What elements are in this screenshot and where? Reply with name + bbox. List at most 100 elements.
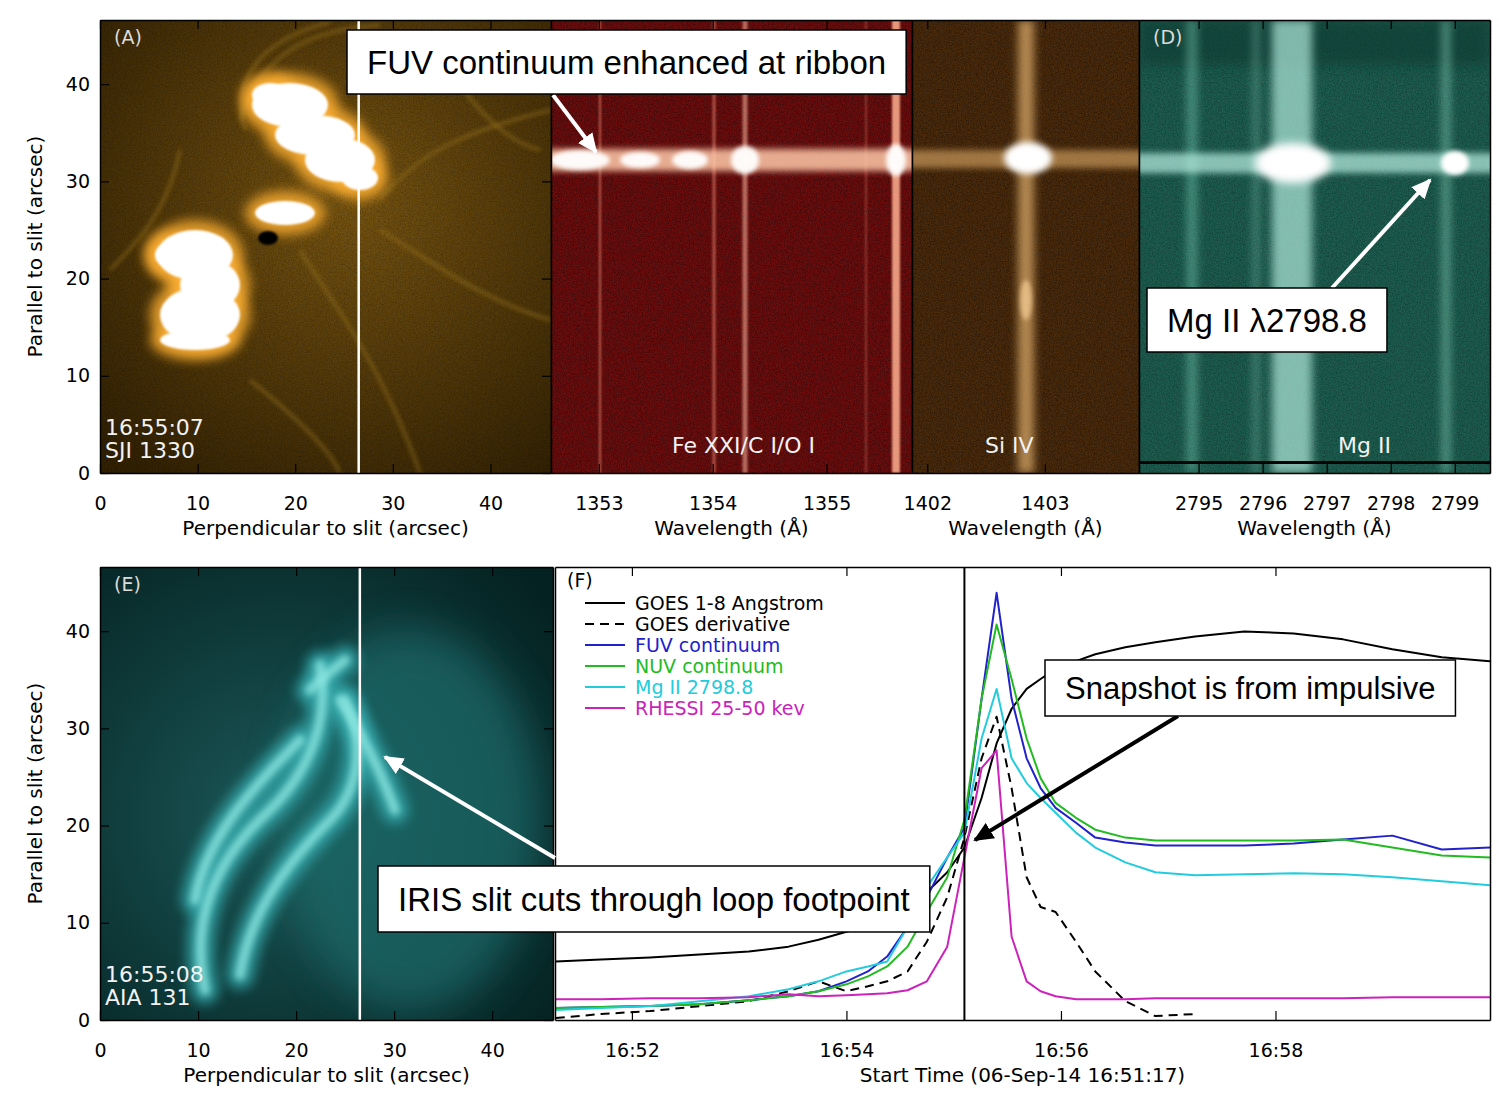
y-tick-mark — [100, 1020, 109, 1021]
y-tick — [542, 473, 551, 474]
x-tick: 30 — [381, 464, 405, 514]
axes: 27952796279727982799Wavelength (Å) — [1140, 20, 1491, 540]
x-tick-mark — [394, 1011, 395, 1020]
y-tick: 20 — [66, 267, 109, 289]
x-tick: 16:56 — [1034, 1011, 1089, 1061]
annotation-box — [347, 30, 906, 94]
x-tick-mark — [1455, 20, 1456, 29]
x-tick: 20 — [285, 1011, 309, 1061]
x-tick-mark — [826, 464, 827, 473]
x-tick: 2797 — [1303, 464, 1351, 514]
x-tick-label: 1353 — [575, 492, 623, 514]
series-line — [556, 624, 1490, 1008]
x-tick: 1402 — [904, 464, 952, 514]
dark-line — [1139, 461, 1490, 464]
y-tick-label: 30 — [66, 717, 90, 739]
x-axis-top — [913, 20, 1140, 29]
x-tick-mark — [927, 464, 928, 473]
y-tick-label: 40 — [66, 620, 90, 642]
bright-region — [245, 191, 325, 235]
y-tick: 10 — [66, 364, 109, 386]
legend-swatch — [585, 623, 625, 625]
y-axis-right — [544, 568, 554, 1021]
spectral-line — [1442, 20, 1450, 473]
x-tick — [198, 567, 199, 576]
legend-swatch — [585, 665, 625, 667]
fibril — [380, 110, 551, 200]
arrow — [385, 757, 555, 858]
x-tick-mark — [296, 567, 297, 576]
y-tick — [542, 181, 551, 182]
x-tick-label: 10 — [186, 1039, 210, 1061]
y-axis-right — [912, 21, 913, 474]
bright-region — [1020, 280, 1032, 320]
x-tick — [490, 20, 491, 29]
y-tick — [544, 728, 553, 729]
x-axis-line — [556, 1020, 1491, 1022]
y-axis-right-line — [1139, 21, 1141, 474]
image-caption: 16:55:08 — [105, 962, 204, 987]
plot-area — [556, 567, 1490, 1020]
bright-region — [551, 150, 610, 170]
image-background — [912, 20, 1139, 473]
y-axis-line — [100, 21, 102, 474]
x-tick — [492, 567, 493, 576]
y-axis-title: Parallel to slit (arcsec) — [23, 136, 47, 358]
y-axis-right-line — [553, 568, 555, 1021]
x-tick-mark — [1198, 464, 1199, 473]
y-tick-label: 40 — [66, 73, 90, 95]
y-tick-mark — [100, 728, 109, 729]
series-line — [556, 689, 1490, 1010]
y-tick-mark — [542, 278, 551, 279]
x-tick-mark — [394, 567, 395, 576]
x-axis: 010203040 — [94, 1011, 553, 1061]
x-axis-top-line — [913, 20, 1140, 22]
bright-region — [1004, 142, 1052, 174]
y-tick — [544, 631, 553, 632]
x-tick — [1045, 20, 1046, 29]
image-caption: AIA 131 — [105, 985, 191, 1010]
x-tick-mark — [846, 567, 847, 576]
x-axis-title: Perpendicular to slit (arcsec) — [182, 516, 468, 540]
image-background — [1139, 20, 1490, 473]
y-tick-mark — [100, 84, 109, 85]
bright-region — [672, 151, 708, 169]
x-axis-title: Perpendicular to slit (arcsec) — [183, 1063, 469, 1087]
axes: 135313541355Wavelength (Å) — [552, 20, 913, 540]
image-caption: Fe XXI/C I/O I — [672, 433, 815, 458]
x-tick — [1199, 20, 1200, 29]
x-tick-label: 10 — [186, 492, 210, 514]
plot-area — [912, 20, 1139, 473]
legend-swatch — [585, 602, 625, 604]
y-tick: 10 — [66, 911, 109, 933]
x-tick-mark — [1327, 464, 1328, 473]
y-axis — [555, 568, 556, 1021]
x-tick — [394, 567, 395, 576]
x-axis-top — [101, 20, 552, 29]
x-tick: 10 — [186, 1011, 210, 1061]
x-axis: 010203040 — [94, 464, 551, 514]
y-tick: 40 — [66, 620, 109, 642]
y-tick — [542, 279, 551, 280]
x-tick-mark — [1045, 464, 1046, 473]
x-tick-label: 0 — [94, 492, 106, 514]
annotation-text: FUV continuum enhanced at ribbon — [367, 44, 886, 81]
legend-swatch — [585, 707, 625, 709]
x-tick-mark — [198, 20, 199, 29]
x-tick-label: 16:58 — [1249, 1039, 1304, 1061]
y-tick-mark — [100, 376, 109, 377]
x-tick: 16:52 — [605, 1011, 660, 1061]
spectral-line — [1253, 20, 1259, 473]
y-tick-mark — [542, 376, 551, 377]
x-tick — [713, 20, 714, 29]
loop-core — [340, 700, 395, 810]
y-axis — [1139, 21, 1140, 474]
y-axis — [912, 21, 913, 474]
x-tick-mark — [1045, 20, 1046, 29]
y-axis-right — [1139, 21, 1140, 474]
x-tick: 40 — [479, 464, 503, 514]
x-axis: 27952796279727982799 — [1140, 464, 1491, 514]
x-tick-mark — [1455, 464, 1456, 473]
x-tick-label: 40 — [479, 492, 503, 514]
arrow — [1332, 180, 1430, 288]
